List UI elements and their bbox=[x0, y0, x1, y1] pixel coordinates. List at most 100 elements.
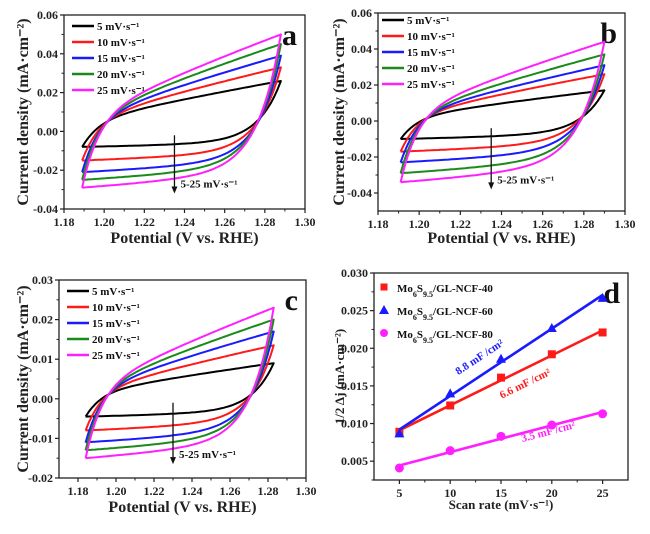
cv-curve-10mVs bbox=[84, 344, 275, 432]
legend-label: 25 mV·s⁻¹ bbox=[97, 85, 145, 97]
x-tick-label: 1.18 bbox=[68, 484, 89, 498]
cv-curve-10mVs bbox=[399, 73, 606, 153]
y-tick-label: -0.02 bbox=[347, 150, 372, 164]
legend-text: /GL-NCF-40 bbox=[432, 283, 493, 295]
arrow-head-icon bbox=[488, 182, 495, 190]
legend-label: 10 mV·s⁻¹ bbox=[97, 37, 145, 49]
y-tick-label: 0.02 bbox=[37, 86, 58, 100]
legend-subscript: 6 bbox=[413, 313, 417, 322]
panel-c: 1.18 1.20 1.22 1.24 1.26 1.28 1.30 -0.02 -0.01 0.… bbox=[15, 273, 317, 516]
legend-label: 5 mV·s⁻¹ bbox=[97, 21, 139, 33]
y-axis-title: 1/2 Δj (mA·cm⁻²) bbox=[332, 329, 347, 424]
panel-letter: c bbox=[285, 284, 298, 317]
x-tick-label: 1.24 bbox=[174, 215, 195, 229]
legend-label: 15 mV·s⁻¹ bbox=[92, 318, 140, 330]
x-axis-title: Scan rate (mV·s⁻¹) bbox=[449, 497, 554, 512]
x-tick-label: 1.24 bbox=[182, 484, 203, 498]
y-tick-label: 0.02 bbox=[32, 313, 53, 327]
y-tick-label: 0.030 bbox=[341, 266, 368, 280]
data-point-square bbox=[547, 350, 556, 359]
y-tick-label: 0.00 bbox=[351, 114, 372, 128]
data-point-triangle bbox=[597, 292, 608, 302]
legend-label: 20 mV·s⁻¹ bbox=[92, 334, 140, 346]
y-tick-label: 0.06 bbox=[351, 6, 372, 20]
panel-d: 5 10 15 20 25 0.005 0.010 0.015 0.020 0.025 0.030 S… bbox=[332, 266, 629, 512]
legend-text: /GL-NCF-60 bbox=[432, 306, 493, 318]
cv-curve-5mVs bbox=[84, 362, 275, 418]
y-tick-label: 0.04 bbox=[351, 42, 372, 56]
x-tick-label: 1.18 bbox=[54, 215, 75, 229]
data-point-square bbox=[446, 401, 455, 410]
panel-letter: d bbox=[603, 277, 620, 310]
legend-subscript: 9.5 bbox=[423, 336, 433, 345]
cv-curve-20mVs bbox=[84, 318, 275, 452]
panel-letter: a bbox=[282, 19, 297, 52]
x-tick-label: 1.28 bbox=[254, 215, 275, 229]
legend-label: 10 mV·s⁻¹ bbox=[407, 31, 455, 43]
y-tick-label: 0.020 bbox=[341, 341, 368, 355]
x-tick-label: 1.30 bbox=[296, 484, 317, 498]
legend-text: S bbox=[417, 283, 423, 295]
data-point-triangle bbox=[445, 388, 456, 398]
data-point-triangle bbox=[496, 353, 506, 363]
x-tick-label: 1.26 bbox=[532, 217, 553, 231]
x-tick-label: 1.22 bbox=[134, 215, 155, 229]
y-tick-label: 0.04 bbox=[37, 47, 58, 61]
legend-label: 25 mV·s⁻¹ bbox=[92, 350, 140, 362]
cv-curve-25mVs bbox=[81, 33, 282, 189]
legend-label: 25 mV·s⁻¹ bbox=[407, 79, 455, 91]
data-point-circle bbox=[547, 420, 557, 430]
legend-text: Mo bbox=[397, 283, 413, 295]
legend-label: 20 mV·s⁻¹ bbox=[97, 69, 145, 81]
legend-subscript: 6 bbox=[413, 336, 417, 345]
legend-subscript: 9.5 bbox=[423, 313, 433, 322]
legend-text: Mo bbox=[397, 329, 413, 341]
data-point-triangle bbox=[546, 322, 557, 332]
x-tick-label: 1.22 bbox=[144, 484, 165, 498]
cv-curve-10mVs bbox=[81, 66, 282, 162]
legend-text: S bbox=[417, 306, 423, 318]
x-tick-label: 1.20 bbox=[106, 484, 127, 498]
legend-label: 15 mV·s⁻¹ bbox=[407, 47, 455, 59]
legend-label: 5 mV·s⁻¹ bbox=[92, 286, 134, 298]
x-tick-label: 1.28 bbox=[258, 484, 279, 498]
y-tick-label: -0.04 bbox=[347, 186, 372, 200]
legend-marker-triangle bbox=[379, 305, 389, 314]
cv-curve-20mVs bbox=[399, 53, 606, 175]
legend-label: Mo6S9.5/GL-NCF-40 bbox=[397, 283, 493, 299]
legend-marker-square bbox=[380, 283, 388, 291]
data-point-square bbox=[497, 373, 505, 382]
arrow-head-icon bbox=[171, 186, 178, 194]
legend-subscript: 9.5 bbox=[423, 290, 433, 299]
legend-text: /GL-NCF-80 bbox=[432, 329, 493, 341]
x-tick-label: 1.26 bbox=[214, 215, 235, 229]
legend-label: 5 mV·s⁻¹ bbox=[407, 15, 449, 27]
y-axis-title: Current density (mA·cm⁻²) bbox=[331, 18, 348, 205]
y-tick-label: -0.02 bbox=[28, 471, 53, 485]
x-tick-label: 1.28 bbox=[573, 217, 594, 231]
y-tick-label: 0.00 bbox=[32, 392, 53, 406]
legend-label: Mo6S9.5/GL-NCF-80 bbox=[397, 329, 493, 345]
y-tick-label: 0.00 bbox=[37, 124, 58, 138]
legend-label: 15 mV·s⁻¹ bbox=[97, 53, 145, 65]
x-axis-title: Potential (V vs. RHE) bbox=[108, 499, 256, 516]
legend-text: S bbox=[417, 329, 423, 341]
arrow-head-icon bbox=[170, 457, 176, 465]
data-point-circle bbox=[394, 463, 404, 473]
x-axis-title: Potential (V vs. RHE) bbox=[427, 230, 575, 247]
x-tick-label: 1.24 bbox=[491, 217, 512, 231]
x-tick-label: 1.18 bbox=[368, 217, 389, 231]
y-tick-label: -0.04 bbox=[33, 202, 58, 216]
y-tick-label: 0.005 bbox=[341, 454, 368, 468]
x-tick-label: 20 bbox=[546, 486, 558, 500]
capacitance-label: 6.6 mF /cm² bbox=[498, 366, 553, 401]
panel-b: 1.18 1.20 1.22 1.24 1.26 1.28 1.30 -0.04 -0.02 0.… bbox=[331, 6, 636, 247]
cv-curve-5mVs bbox=[399, 89, 606, 140]
y-tick-label: 0.015 bbox=[341, 379, 368, 393]
data-point-triangle bbox=[394, 428, 405, 438]
data-point-circle bbox=[598, 409, 608, 419]
y-tick-label: -0.01 bbox=[28, 431, 53, 445]
x-tick-label: 10 bbox=[444, 486, 456, 500]
cv-curve-20mVs bbox=[81, 43, 282, 181]
